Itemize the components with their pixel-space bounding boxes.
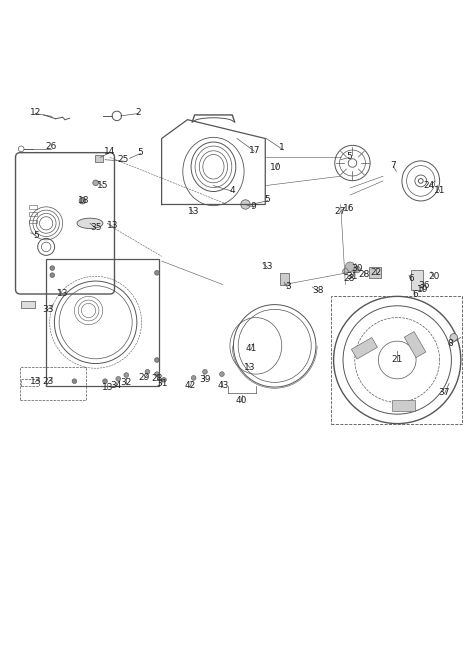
Text: 5: 5 — [346, 152, 352, 161]
Bar — [280, 273, 289, 284]
Bar — [95, 155, 103, 162]
Text: 3: 3 — [285, 283, 291, 292]
Text: 18: 18 — [78, 196, 90, 205]
Text: 26: 26 — [45, 143, 56, 152]
Text: 29: 29 — [138, 373, 150, 383]
Text: 34: 34 — [110, 381, 122, 390]
Text: 25: 25 — [117, 155, 128, 164]
Circle shape — [93, 180, 99, 186]
Text: 6: 6 — [409, 275, 414, 283]
Bar — [411, 271, 423, 290]
Circle shape — [50, 273, 55, 277]
Circle shape — [103, 379, 108, 383]
Text: 9: 9 — [251, 202, 256, 211]
Text: 28: 28 — [151, 374, 163, 383]
Text: 13: 13 — [29, 377, 41, 386]
Text: 43: 43 — [217, 381, 228, 390]
Circle shape — [202, 370, 207, 374]
Text: 31: 31 — [346, 271, 358, 281]
Circle shape — [219, 371, 224, 377]
Text: 13: 13 — [262, 262, 273, 271]
Bar — [392, 400, 415, 411]
Text: 24: 24 — [424, 181, 435, 190]
Circle shape — [155, 271, 159, 275]
Text: 19: 19 — [418, 284, 429, 294]
Text: 30: 30 — [351, 264, 363, 273]
Text: 5: 5 — [265, 196, 271, 204]
Circle shape — [343, 269, 348, 274]
Text: 38: 38 — [312, 286, 324, 295]
Text: 20: 20 — [428, 271, 440, 281]
Text: 39: 39 — [199, 375, 211, 385]
Text: 2: 2 — [135, 108, 141, 117]
Text: 13: 13 — [188, 207, 200, 216]
Text: 32: 32 — [120, 378, 132, 387]
Text: 13: 13 — [245, 362, 256, 371]
Bar — [29, 213, 37, 216]
Bar — [21, 379, 39, 386]
Circle shape — [116, 377, 120, 381]
Bar — [29, 220, 37, 223]
Circle shape — [155, 358, 159, 362]
Text: 42: 42 — [184, 381, 195, 390]
Text: 21: 21 — [392, 356, 403, 364]
Bar — [404, 332, 426, 358]
Text: 7: 7 — [391, 161, 396, 170]
Text: 33: 33 — [43, 305, 54, 314]
Circle shape — [346, 262, 355, 271]
Text: 16: 16 — [343, 204, 355, 213]
Circle shape — [241, 199, 250, 209]
Text: 41: 41 — [246, 344, 257, 353]
Text: 5: 5 — [33, 231, 39, 239]
Text: 8: 8 — [447, 339, 453, 348]
Circle shape — [191, 375, 196, 380]
Text: 36: 36 — [419, 281, 430, 290]
Text: 40: 40 — [236, 396, 247, 405]
Circle shape — [162, 377, 166, 382]
Text: 4: 4 — [229, 186, 235, 195]
Text: 6: 6 — [412, 290, 418, 298]
Text: 11: 11 — [434, 186, 446, 195]
Text: 35: 35 — [90, 222, 101, 232]
Text: 37: 37 — [438, 388, 450, 398]
Ellipse shape — [77, 218, 103, 228]
Circle shape — [72, 379, 77, 383]
Text: 13: 13 — [57, 288, 68, 298]
Text: 15: 15 — [98, 181, 109, 190]
Text: 12: 12 — [30, 108, 41, 117]
Text: 28: 28 — [344, 275, 355, 283]
Bar — [21, 301, 36, 308]
Text: 27: 27 — [334, 207, 346, 216]
Circle shape — [124, 373, 128, 377]
Circle shape — [354, 266, 360, 273]
Text: 22: 22 — [370, 268, 382, 277]
Bar — [20, 367, 86, 400]
Bar — [369, 267, 381, 277]
Text: 1: 1 — [279, 143, 285, 152]
Text: 17: 17 — [249, 146, 260, 155]
Circle shape — [145, 370, 150, 374]
Text: 23: 23 — [43, 377, 54, 386]
Circle shape — [450, 334, 457, 341]
Text: 10: 10 — [270, 164, 282, 172]
Text: 31: 31 — [156, 379, 167, 388]
Circle shape — [155, 371, 159, 377]
Bar — [29, 205, 37, 209]
Text: 28: 28 — [358, 269, 370, 279]
Text: 13: 13 — [101, 383, 113, 392]
Circle shape — [50, 266, 55, 271]
Text: 14: 14 — [104, 146, 116, 156]
Text: 5: 5 — [137, 148, 143, 157]
Text: 13: 13 — [107, 221, 119, 230]
Bar — [351, 337, 377, 359]
Circle shape — [79, 198, 86, 204]
Bar — [331, 296, 462, 424]
